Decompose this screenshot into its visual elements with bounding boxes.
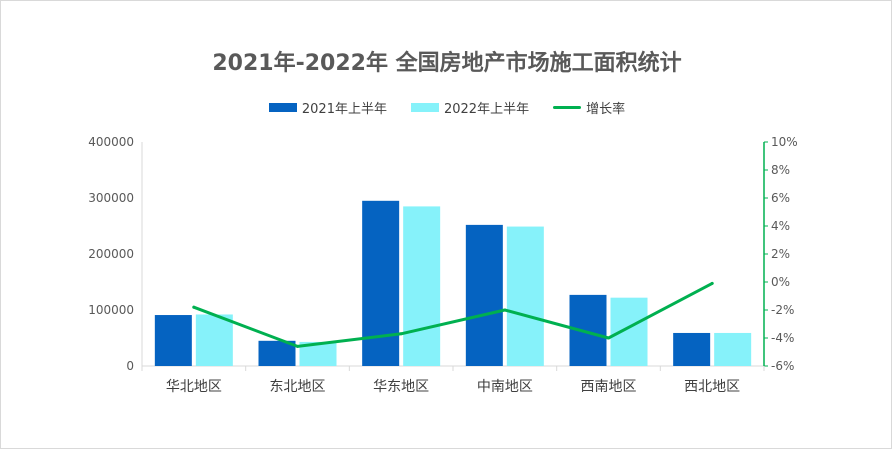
legend-label-growth: 增长率 [586,102,626,117]
growth-rate-line [192,281,714,348]
left-tick-label: 200000 [88,247,134,261]
left-tick-label: 100000 [88,303,134,317]
category-label: 西南地区 [581,379,637,395]
growth-rate-point [710,281,714,285]
bar-2022 [403,206,441,366]
right-tick-label: 8% [771,163,790,177]
chart-title: 2021年-2022年 全国房地产市场施工面积统计 [212,51,682,76]
category-label: 西北地区 [684,379,740,395]
growth-rate-point [503,308,507,312]
left-tick-label: 300000 [88,191,134,205]
legend-item-growth: 增长率 [553,98,625,117]
growth-rate-point [192,305,196,309]
growth-rate-point [607,336,610,340]
legend-item-2021: 2021年上半年 [268,98,387,117]
bar-2022 [506,226,544,366]
bar-2022 [610,297,648,366]
category-label: 华东地区 [373,379,429,395]
legend: 2021年上半年 2022年上半年 增长率 [1,98,892,117]
bar-2022 [195,314,233,366]
left-tick-label: 0 [126,359,134,373]
right-tick-label: -2% [771,303,794,317]
bar-2021 [362,200,400,366]
bar-2021 [465,224,503,366]
legend-swatch-2021 [268,103,297,112]
category-label: 东北地区 [270,379,326,395]
right-tick-label: 4% [771,219,790,233]
right-tick-label: 6% [771,191,790,205]
growth-rate-point [296,344,299,348]
category-label: 中南地区 [477,379,533,395]
bar-2022 [714,332,752,366]
growth-rate-point [399,332,403,336]
right-tick-label: -6% [771,359,794,373]
category-label: 华北地区 [166,379,222,395]
bar-2021 [258,340,296,366]
right-tick-label: -4% [771,331,794,345]
bar-2021 [154,315,192,366]
legend-swatch-2022 [410,103,439,112]
right-tick-label: 2% [771,247,790,261]
legend-item-2022: 2022年上半年 [410,98,530,117]
left-tick-label: 400000 [88,135,134,149]
legend-swatch-growth [553,106,582,109]
legend-label-2021: 2021年上半年 [301,102,387,117]
bar-2021 [673,332,711,366]
legend-label-2022: 2022年上半年 [443,102,530,117]
right-tick-label: 10% [771,135,798,149]
right-tick-label: 0% [771,275,790,289]
